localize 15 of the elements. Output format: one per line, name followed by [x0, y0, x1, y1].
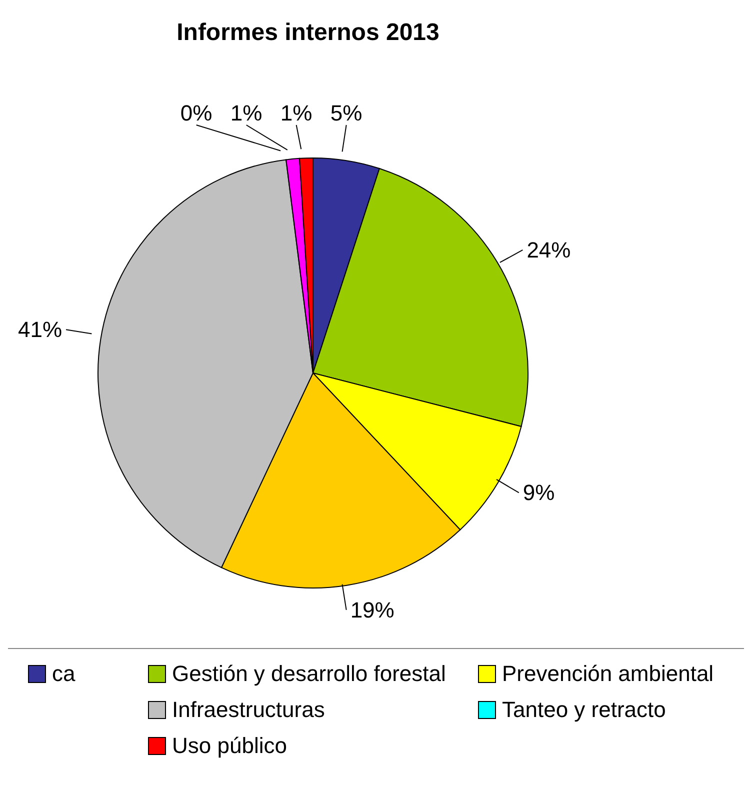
data-label: 9% — [522, 480, 555, 506]
data-label: 19% — [350, 597, 394, 622]
legend-label: Tanteo y retracto — [502, 697, 666, 723]
data-label: 24% — [526, 237, 571, 262]
text: 0% — [180, 100, 212, 126]
legend-label: Prevención ambiental — [502, 661, 714, 687]
legend-label: Uso público — [172, 733, 287, 759]
chart-title: Informes internos 2013 — [176, 19, 440, 46]
legend-label: ca — [52, 661, 76, 687]
legend-label: Gestión y desarrollo forestal — [172, 661, 446, 687]
data-label: 1% — [280, 100, 312, 126]
data-label: 41% — [18, 317, 62, 342]
legend-label: Infraestructuras — [172, 697, 325, 723]
data-label: 5% — [330, 100, 362, 126]
data-label: 1% — [230, 100, 262, 126]
